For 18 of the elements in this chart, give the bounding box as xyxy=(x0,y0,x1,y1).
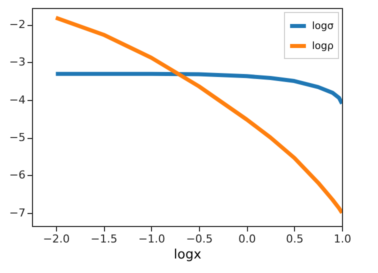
y-tick-label: −5 xyxy=(9,131,26,144)
y-tick-label: −4 xyxy=(9,93,26,106)
line-series xyxy=(54,16,342,215)
y-tick-label: −7 xyxy=(9,206,26,220)
line-series xyxy=(54,72,342,106)
x-tick-label: −1.5 xyxy=(90,232,118,246)
y-tick-label: −6 xyxy=(9,168,26,182)
x-tick-label: −2.0 xyxy=(42,232,70,246)
x-tick-label: 1.0 xyxy=(334,232,352,246)
y-tick-label: −3 xyxy=(9,56,26,69)
legend-label: logσ xyxy=(312,21,334,32)
x-axis-title: logx xyxy=(174,248,202,262)
x-tick-label: 0.0 xyxy=(238,232,256,246)
x-tick-label: −0.5 xyxy=(186,232,213,246)
x-tick-label: 0.5 xyxy=(286,232,304,246)
x-tick-label: −1.0 xyxy=(138,232,166,246)
legend-label: logρ xyxy=(312,41,334,52)
y-tick-label: −2 xyxy=(9,18,26,32)
